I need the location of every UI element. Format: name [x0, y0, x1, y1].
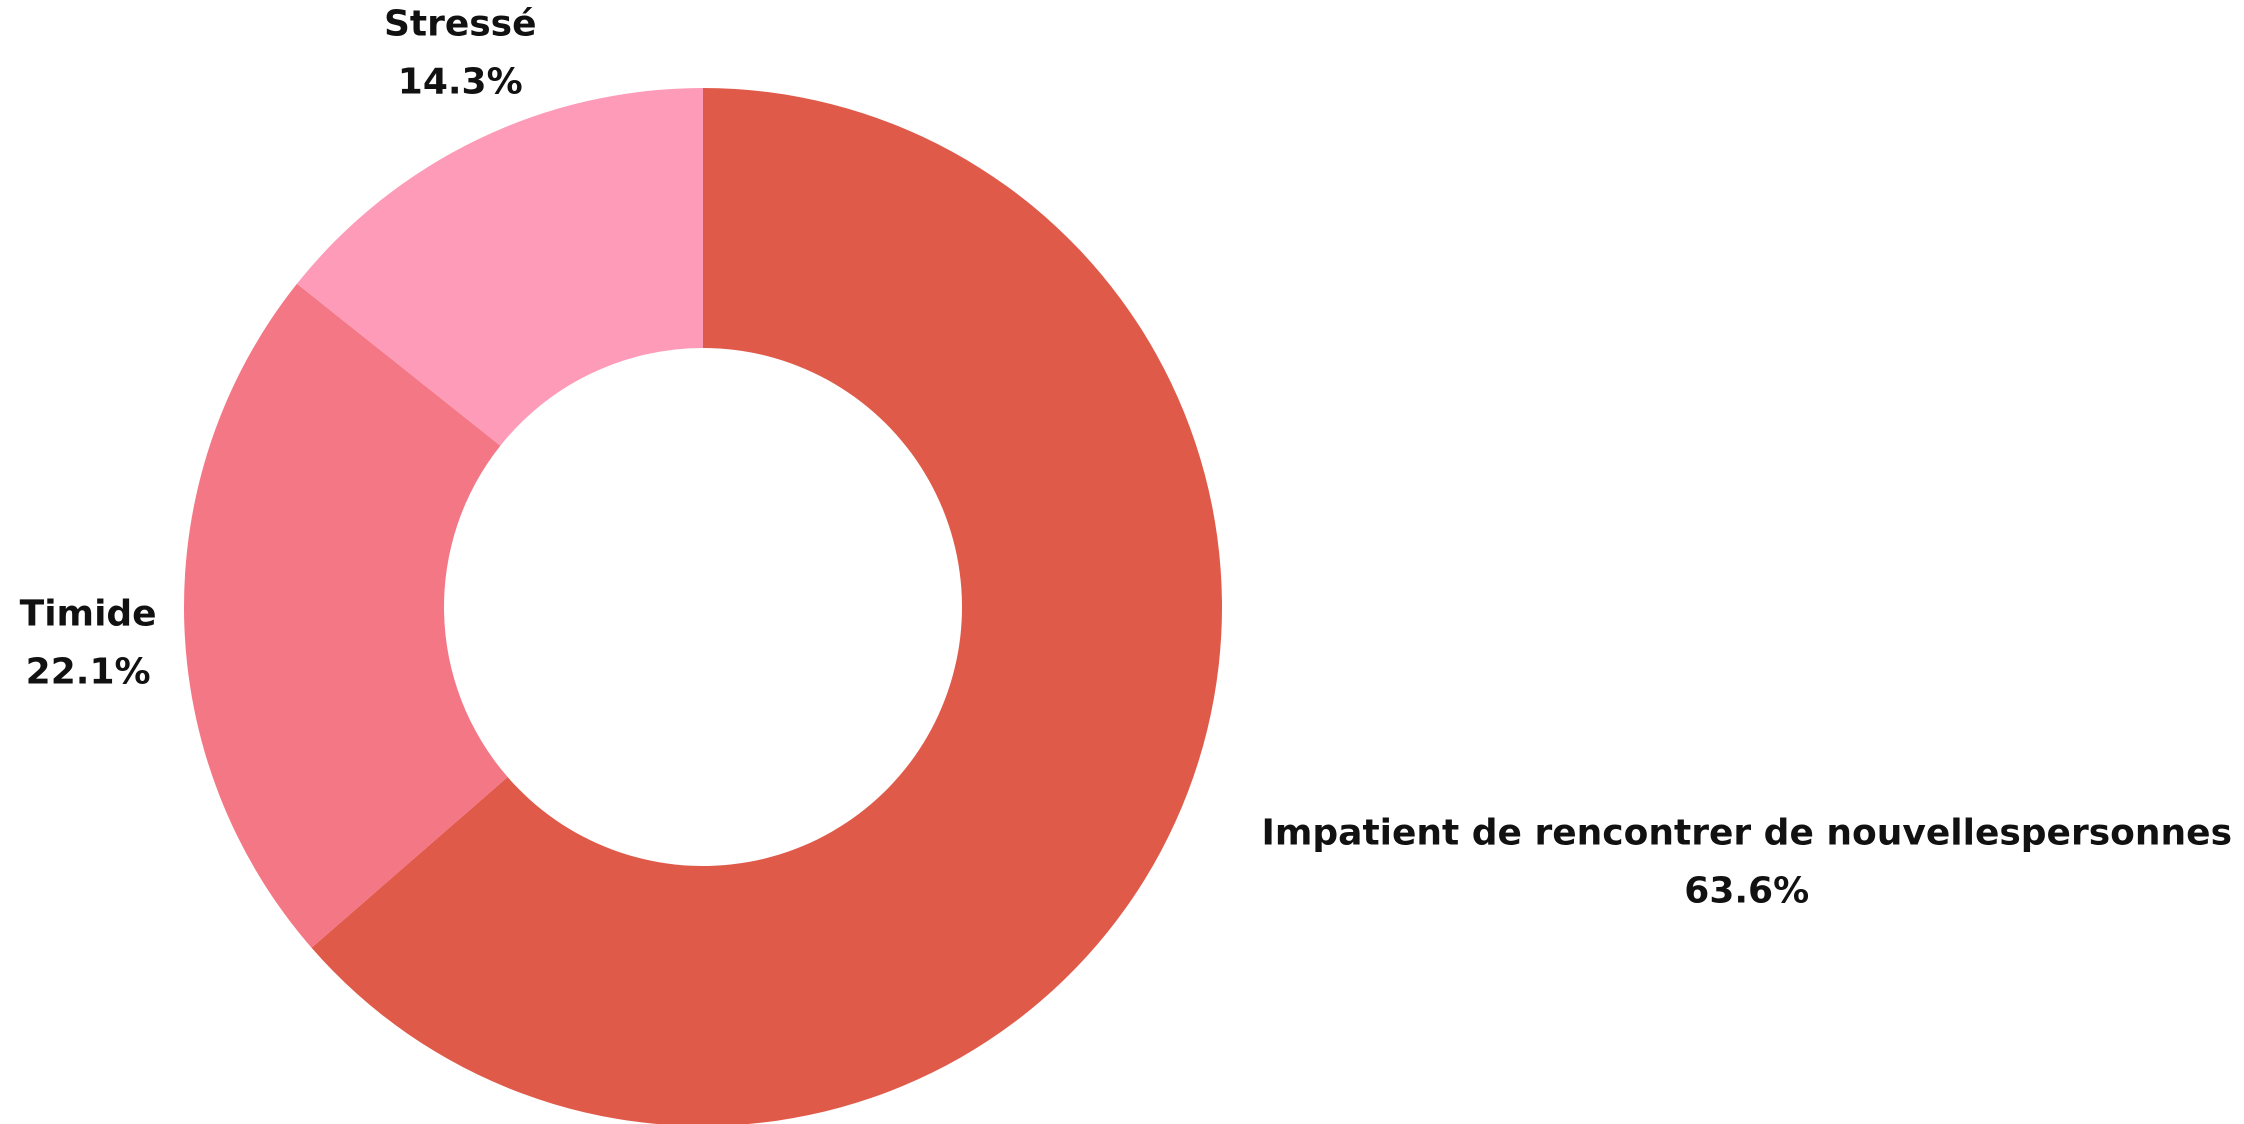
- donut-slice: [183, 283, 508, 948]
- slice-value-label: 14.3%: [398, 61, 523, 102]
- slice-value-label: 63.6%: [1684, 871, 1809, 912]
- slice-label: Impatient de rencontrer de nouvellespers…: [1261, 813, 2232, 854]
- slice-label: Timide: [20, 593, 157, 634]
- donut-slice: [311, 88, 1222, 1124]
- slice-label: Stressé: [384, 3, 537, 44]
- donut-slice: [296, 88, 703, 446]
- slice-value-label: 22.1%: [26, 651, 151, 692]
